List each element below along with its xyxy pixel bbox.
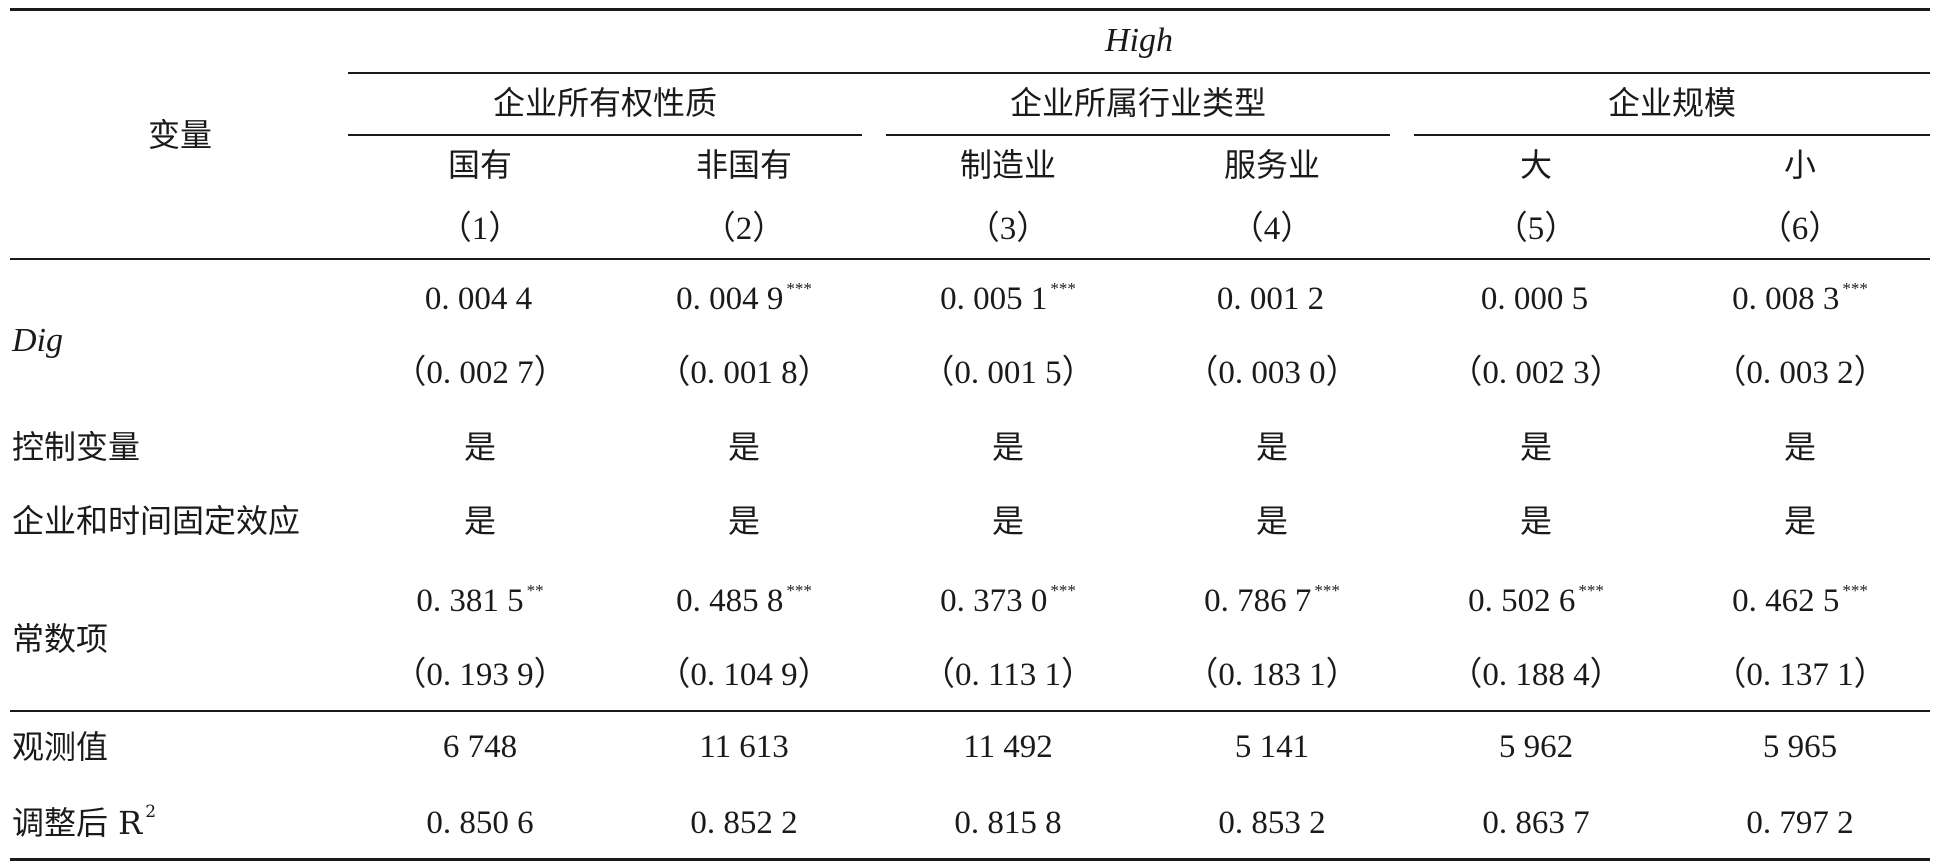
group-header-ownership: 企业所有权性质 (492, 84, 717, 122)
observations-value-5: 5 962 (1498, 728, 1574, 765)
constant-coef-6: 0. 462 5 *** (1732, 580, 1868, 619)
column-index-3: （3） (966, 210, 1050, 247)
fixed-effects-value-3: 是 (991, 502, 1024, 540)
dig-se-4: （0. 003 0） (1185, 354, 1359, 391)
r2-value-5: 0. 863 7 (1482, 804, 1590, 841)
row-label-observations: 观测值 (12, 728, 109, 766)
group-title-rule (348, 72, 1930, 74)
controls-value-1: 是 (463, 428, 496, 466)
r2-value-2: 0. 852 2 (690, 804, 798, 841)
column-name-3: 制造业 (959, 146, 1056, 184)
column-name-5: 大 (1519, 146, 1552, 184)
column-index-4: （4） (1230, 210, 1314, 247)
group-rule-ownership (348, 134, 862, 136)
bottom-rule (10, 858, 1930, 861)
dig-se-5: （0. 002 3） (1449, 354, 1623, 391)
fixed-effects-value-2: 是 (727, 502, 760, 540)
group-title-high: High (1105, 22, 1173, 59)
controls-value-6: 是 (1783, 428, 1816, 466)
constant-coef-5: 0. 502 6 *** (1468, 580, 1604, 619)
constant-coef-2: 0. 485 8 *** (676, 580, 812, 619)
variable-header: 变量 (147, 116, 212, 154)
constant-se-6: （0. 137 1） (1713, 656, 1887, 693)
column-name-4: 服务业 (1223, 146, 1320, 184)
constant-se-3: （0. 113 1） (921, 656, 1095, 693)
observations-value-2: 11 613 (699, 728, 789, 765)
controls-value-3: 是 (991, 428, 1024, 466)
dig-coef-2: 0. 004 9 *** (676, 278, 812, 317)
row-label-controls: 控制变量 (12, 428, 141, 466)
column-index-5: （5） (1494, 210, 1578, 247)
group-header-size: 企业规模 (1607, 84, 1736, 122)
dig-se-3: （0. 001 5） (921, 354, 1095, 391)
observations-value-6: 5 965 (1762, 728, 1838, 765)
r2-value-4: 0. 853 2 (1218, 804, 1326, 841)
observations-value-4: 5 141 (1234, 728, 1310, 765)
constant-se-5: （0. 188 4） (1449, 656, 1623, 693)
group-rule-industry (886, 134, 1390, 136)
fixed-effects-value-1: 是 (463, 502, 496, 540)
dig-se-1: （0. 002 7） (393, 354, 567, 391)
column-index-2: （2） (702, 210, 786, 247)
column-name-6: 小 (1783, 146, 1816, 184)
header-bottom-rule (10, 258, 1930, 260)
observations-value-1: 6 748 (442, 728, 518, 765)
r2-value-1: 0. 850 6 (426, 804, 534, 841)
row-label-constant: 常数项 (12, 620, 109, 658)
r2-value-3: 0. 815 8 (954, 804, 1062, 841)
column-index-6: （6） (1758, 210, 1842, 247)
row-label-fixed-effects: 企业和时间固定效应 (12, 502, 301, 540)
group-rule-size (1414, 134, 1930, 136)
constant-coef-3: 0. 373 0 *** (940, 580, 1076, 619)
top-rule (10, 8, 1930, 11)
dig-coef-5: 0. 000 5 (1480, 280, 1589, 317)
fixed-effects-value-6: 是 (1783, 502, 1816, 540)
controls-value-5: 是 (1519, 428, 1552, 466)
constant-se-1: （0. 193 9） (393, 656, 567, 693)
r2-value-6: 0. 797 2 (1746, 804, 1854, 841)
group-header-industry: 企业所属行业类型 (1009, 84, 1266, 122)
controls-value-2: 是 (727, 428, 760, 466)
constant-coef-1: 0. 381 5 ** (416, 580, 544, 619)
fixed-effects-value-5: 是 (1519, 502, 1552, 540)
row-label-dig: Dig (12, 322, 63, 359)
controls-value-4: 是 (1255, 428, 1288, 466)
column-name-2: 非国有 (695, 146, 792, 184)
column-index-1: （1） (438, 210, 522, 247)
dig-se-6: （0. 003 2） (1713, 354, 1887, 391)
constant-se-4: （0. 183 1） (1185, 656, 1359, 693)
dig-coef-6: 0. 008 3 *** (1732, 278, 1868, 317)
constant-coef-4: 0. 786 7 *** (1204, 580, 1340, 619)
dig-coef-1: 0. 004 4 (424, 280, 533, 317)
body-separator-rule (10, 710, 1930, 712)
column-name-1: 国有 (447, 146, 512, 184)
dig-coef-4: 0. 001 2 (1216, 280, 1325, 317)
dig-coef-3: 0. 005 1 *** (940, 278, 1076, 317)
constant-se-2: （0. 104 9） (657, 656, 831, 693)
dig-se-2: （0. 001 8） (657, 354, 831, 391)
fixed-effects-value-4: 是 (1255, 502, 1288, 540)
observations-value-3: 11 492 (963, 728, 1053, 765)
